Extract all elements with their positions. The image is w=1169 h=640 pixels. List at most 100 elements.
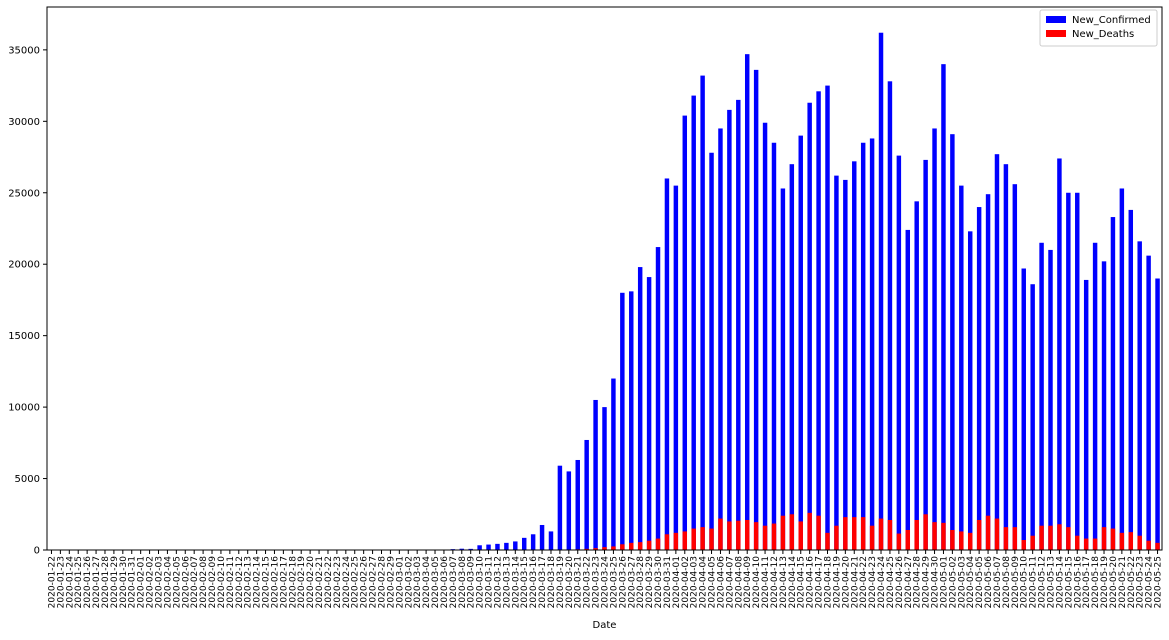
confirmed-bar-2020-04-20 [843, 180, 847, 550]
deaths-bar-2020-04-13 [781, 516, 785, 550]
confirmed-bar-2020-04-13 [781, 188, 785, 550]
deaths-bar-2020-04-29 [923, 514, 927, 550]
deaths-bar-2020-05-09 [1013, 527, 1017, 550]
deaths-bar-2020-05-25 [1155, 543, 1159, 550]
y-tick-label: 25000 [8, 188, 40, 199]
confirmed-bar-2020-05-08 [1004, 164, 1008, 550]
confirmed-bar-2020-04-24 [879, 33, 883, 550]
legend-label-deaths: New_Deaths [1072, 29, 1134, 40]
deaths-bar-2020-04-18 [825, 533, 829, 550]
confirmed-bar-2020-04-10 [754, 70, 758, 550]
deaths-bar-2020-05-01 [941, 523, 945, 550]
confirmed-bar-2020-05-22 [1129, 210, 1133, 550]
confirmed-bar-2020-04-27 [906, 230, 910, 550]
deaths-bar-2020-04-11 [763, 526, 767, 550]
confirmed-bar-2020-04-30 [932, 128, 936, 550]
deaths-bar-2020-04-14 [790, 514, 794, 550]
confirmed-bar-2020-04-15 [799, 136, 803, 550]
deaths-bar-2020-04-26 [897, 534, 901, 550]
y-tick-label: 30000 [8, 117, 40, 128]
confirmed-bar-2020-03-10 [477, 545, 481, 550]
deaths-bar-2020-03-30 [656, 539, 660, 550]
confirmed-bar-2020-05-11 [1030, 284, 1034, 550]
deaths-bar-2020-03-29 [647, 541, 651, 550]
deaths-bar-2020-05-20 [1111, 529, 1115, 550]
confirmed-bar-2020-03-21 [576, 460, 580, 550]
deaths-bar-2020-05-06 [986, 516, 990, 550]
confirmed-bar-2020-05-07 [995, 154, 999, 550]
deaths-bars [576, 513, 1160, 550]
confirmed-bar-2020-05-15 [1066, 193, 1070, 550]
deaths-bar-2020-04-25 [888, 520, 892, 550]
deaths-bar-2020-05-16 [1075, 536, 1079, 550]
confirmed-bar-2020-04-22 [861, 143, 865, 550]
deaths-bar-2020-04-01 [674, 533, 678, 550]
confirmed-bar-2020-03-24 [602, 407, 606, 550]
deaths-bar-2020-05-12 [1039, 526, 1043, 550]
confirmed-bar-2020-05-25 [1155, 279, 1159, 551]
confirmed-bar-2020-04-16 [807, 103, 811, 550]
confirmed-bar-2020-04-07 [727, 110, 731, 550]
y-tick-label: 0 [34, 546, 40, 557]
deaths-bar-2020-04-22 [861, 517, 865, 550]
confirmed-bar-2020-04-11 [763, 123, 767, 550]
deaths-bar-2020-05-05 [977, 520, 981, 550]
deaths-bar-2020-05-21 [1120, 533, 1124, 550]
deaths-bar-2020-05-15 [1066, 527, 1070, 550]
deaths-bar-2020-04-08 [736, 521, 740, 550]
deaths-bar-2020-05-08 [1004, 527, 1008, 550]
deaths-bar-2020-04-09 [745, 520, 749, 550]
legend-swatch-deaths [1046, 30, 1066, 37]
confirmed-bar-2020-04-21 [852, 161, 856, 550]
confirmed-bar-2020-05-24 [1146, 256, 1150, 550]
deaths-bar-2020-05-17 [1084, 539, 1088, 550]
deaths-bar-2020-05-19 [1102, 527, 1106, 550]
confirmed-bar-2020-03-17 [540, 525, 544, 550]
legend-label-confirmed: New_Confirmed [1072, 15, 1151, 26]
confirmed-bar-2020-03-15 [522, 538, 526, 550]
confirmed-bar-2020-05-12 [1039, 243, 1043, 550]
y-tick-label: 5000 [15, 474, 40, 485]
confirmed-bars [344, 33, 1160, 550]
confirmed-bar-2020-04-04 [700, 76, 704, 550]
confirmed-bar-2020-04-26 [897, 156, 901, 550]
confirmed-bar-2020-03-20 [567, 471, 571, 550]
confirmed-bar-2020-03-31 [665, 178, 669, 550]
deaths-bar-2020-04-27 [906, 530, 910, 550]
confirmed-bar-2020-03-23 [593, 400, 597, 550]
deaths-bar-2020-05-23 [1137, 536, 1141, 550]
confirmed-bar-2020-05-05 [977, 207, 981, 550]
deaths-bar-2020-05-11 [1030, 536, 1034, 550]
confirmed-bar-2020-03-16 [531, 534, 535, 550]
confirmed-bar-2020-04-17 [816, 91, 820, 550]
confirmed-bar-2020-04-23 [870, 138, 874, 550]
deaths-bar-2020-05-03 [959, 531, 963, 550]
deaths-bar-2020-05-24 [1146, 541, 1150, 550]
confirmed-bar-2020-04-09 [745, 54, 749, 550]
deaths-bar-2020-04-21 [852, 517, 856, 550]
deaths-bar-2020-04-06 [718, 519, 722, 550]
confirmed-bar-2020-05-21 [1120, 188, 1124, 550]
confirmed-bar-2020-04-29 [923, 160, 927, 550]
confirmed-bar-2020-03-22 [584, 440, 588, 550]
confirmed-bar-2020-03-11 [486, 545, 490, 550]
confirmed-bar-2020-05-20 [1111, 217, 1115, 550]
confirmed-bar-2020-04-28 [914, 201, 918, 550]
deaths-bar-2020-04-07 [727, 521, 731, 550]
confirmed-bar-2020-04-14 [790, 164, 794, 550]
deaths-bar-2020-04-03 [691, 529, 695, 550]
deaths-bar-2020-04-20 [843, 517, 847, 550]
deaths-bar-2020-04-16 [807, 513, 811, 550]
confirmed-bar-2020-05-23 [1137, 241, 1141, 550]
deaths-bar-2020-05-14 [1057, 524, 1061, 550]
deaths-bar-2020-04-30 [932, 522, 936, 550]
confirmed-bar-2020-03-14 [513, 541, 517, 550]
deaths-bar-2020-05-18 [1093, 539, 1097, 550]
confirmed-bar-2020-04-08 [736, 100, 740, 550]
confirmed-bar-2020-05-02 [950, 134, 954, 550]
deaths-bar-2020-04-02 [683, 531, 687, 550]
deaths-bar-2020-05-13 [1048, 526, 1052, 550]
confirmed-bar-2020-03-12 [495, 544, 499, 550]
